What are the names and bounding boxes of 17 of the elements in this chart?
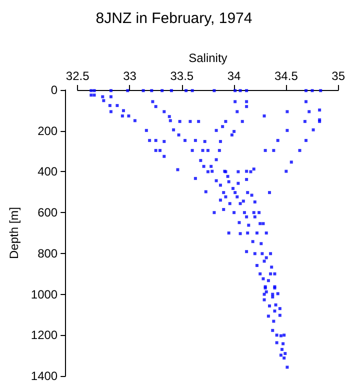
x-tick-label: 34	[227, 69, 242, 83]
y-tick-label: 200	[38, 124, 58, 138]
chart-title: 8JNZ in February, 1974	[96, 10, 252, 27]
y-tick-label: 600	[38, 206, 58, 220]
y-tick-label: 400	[38, 164, 58, 179]
y-tick-label: 1400	[30, 369, 58, 383]
x-tick-label: 32.5	[66, 69, 90, 83]
y-tick-label: 1200	[30, 328, 58, 342]
x-tick-label: 35	[332, 69, 346, 83]
y-axis-title: Depth [m]	[7, 206, 21, 260]
y-tick-label: 1000	[30, 287, 58, 302]
y-tick-label: 800	[38, 246, 58, 260]
y-tick-label: 0	[50, 83, 58, 97]
x-tick-label: 33	[123, 69, 137, 83]
x-tick-label: 33.5	[170, 69, 194, 83]
x-tick-label: 34.5	[274, 69, 298, 83]
x-axis-title: Salinity	[188, 51, 228, 65]
